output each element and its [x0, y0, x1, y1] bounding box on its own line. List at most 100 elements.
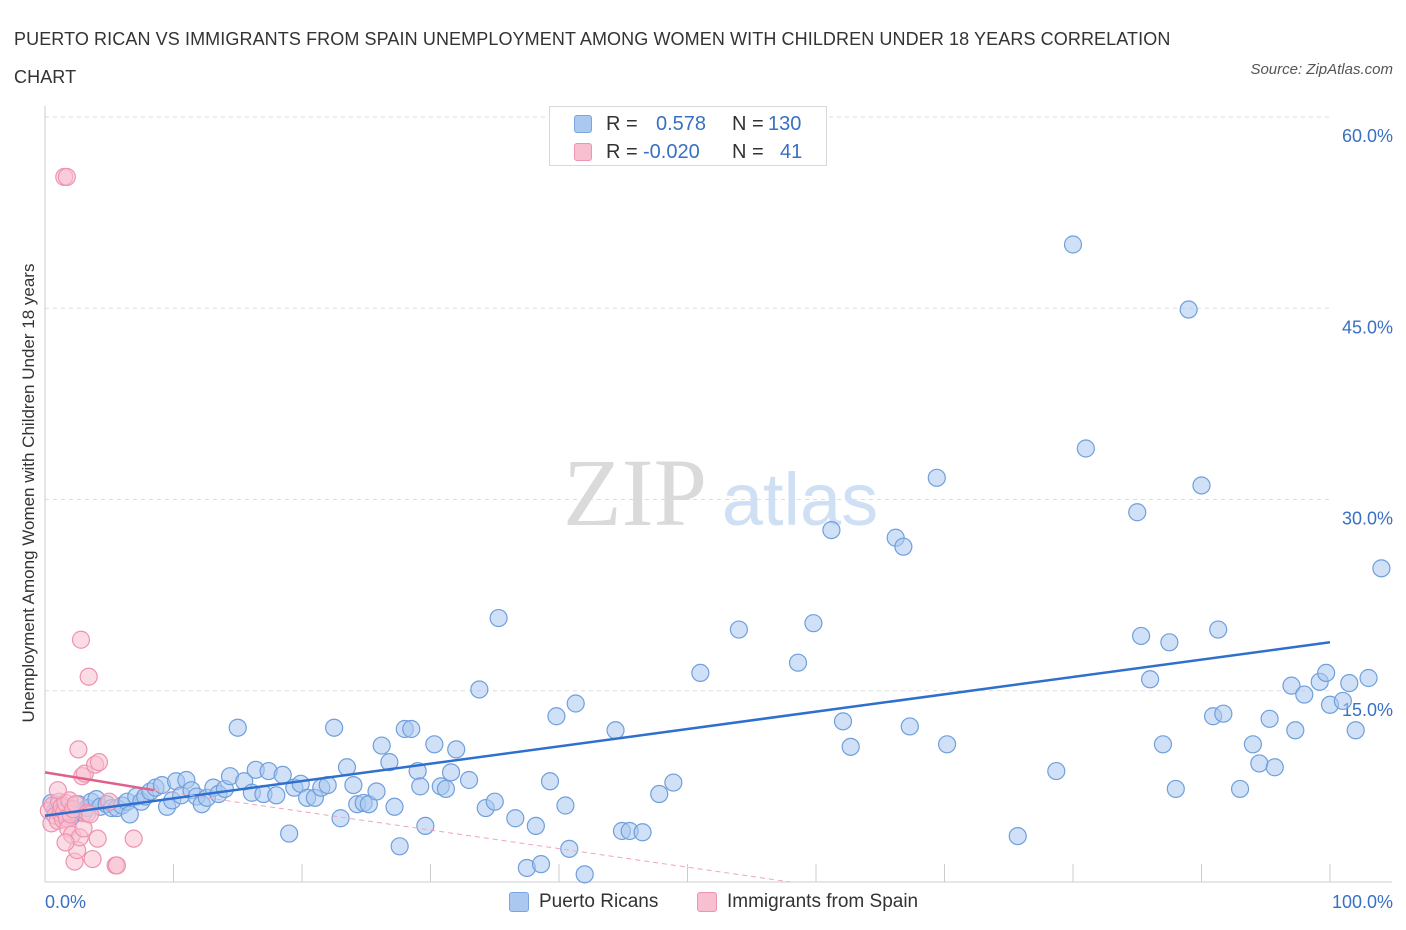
legend-label: Puerto Ricans — [539, 891, 659, 912]
point-immigrants-from-spain — [57, 167, 76, 187]
trend-line-immigrants-from-spain — [44, 771, 155, 792]
point-puerto-ricans — [1286, 721, 1305, 740]
legend-n-label: N = — [732, 141, 764, 163]
point-puerto-ricans — [1160, 633, 1179, 652]
point-puerto-ricans — [390, 837, 409, 856]
point-puerto-ricans — [447, 740, 466, 759]
grid-lines — [45, 116, 1330, 692]
point-puerto-ricans — [664, 773, 683, 792]
point-puerto-ricans — [1340, 673, 1359, 693]
legend-n-value: 41 — [780, 141, 803, 163]
point-puerto-ricans — [937, 735, 957, 754]
point-puerto-ricans — [1140, 670, 1160, 689]
point-puerto-ricans — [1317, 663, 1336, 683]
point-puerto-ricans — [575, 865, 594, 884]
point-puerto-ricans — [1265, 758, 1284, 777]
legend-r-value: -0.020 — [643, 141, 700, 163]
point-puerto-ricans — [1333, 691, 1352, 711]
point-puerto-ricans — [1008, 826, 1027, 846]
point-puerto-ricans — [280, 824, 299, 843]
point-puerto-ricans — [425, 735, 444, 754]
point-puerto-ricans — [120, 805, 139, 824]
point-puerto-ricans — [1250, 754, 1269, 773]
point-puerto-ricans — [485, 792, 504, 811]
watermark-atlas: atlas — [722, 458, 878, 541]
axes — [44, 106, 1392, 883]
point-puerto-ricans — [1132, 626, 1151, 646]
x-tick-label: 0.0% — [45, 892, 86, 912]
point-immigrants-from-spain — [83, 849, 102, 869]
y-axis-label: Unemployment Among Women with Children U… — [19, 264, 38, 723]
point-puerto-ricans — [788, 653, 808, 672]
point-puerto-ricans — [822, 520, 841, 540]
point-puerto-ricans — [531, 855, 551, 874]
point-puerto-ricans — [489, 608, 508, 628]
point-immigrants-from-spain — [69, 740, 88, 759]
point-puerto-ricans — [1372, 559, 1391, 578]
point-puerto-ricans — [1209, 620, 1228, 639]
point-immigrants-from-spain — [89, 753, 109, 772]
source-label: Source: ZipAtlas.com — [1250, 61, 1393, 78]
point-puerto-ricans — [556, 796, 575, 815]
point-puerto-ricans — [331, 809, 350, 828]
point-puerto-ricans — [380, 753, 399, 772]
point-puerto-ricans — [547, 707, 566, 726]
point-puerto-ricans — [325, 718, 344, 737]
point-puerto-ricans — [1346, 721, 1365, 740]
point-puerto-ricans — [566, 694, 585, 713]
trend-lines — [44, 641, 1331, 883]
point-immigrants-from-spain — [48, 781, 67, 800]
point-puerto-ricans — [1192, 476, 1211, 495]
point-puerto-ricans — [833, 712, 853, 731]
point-puerto-ricans — [526, 816, 545, 836]
point-puerto-ricans — [459, 770, 479, 790]
point-puerto-ricans — [540, 772, 560, 791]
point-puerto-ricans — [1243, 735, 1263, 754]
legend-n-value: 130 — [768, 113, 802, 135]
legend-label: Immigrants from Spain — [727, 891, 919, 912]
legend-swatch — [574, 143, 592, 161]
legend-n-label: N = — [732, 113, 764, 135]
point-puerto-ricans — [1128, 503, 1147, 522]
point-puerto-ricans — [1063, 235, 1083, 254]
trend-line-immigrants-from-spain-extension — [154, 789, 791, 883]
legend-r-value: 0.578 — [656, 113, 707, 135]
point-puerto-ricans — [1047, 761, 1066, 781]
point-puerto-ricans — [470, 680, 489, 699]
point-puerto-ricans — [729, 620, 749, 639]
point-immigrants-from-spain — [56, 833, 75, 852]
point-puerto-ricans — [344, 775, 363, 795]
y-tick-label: 30.0% — [1342, 509, 1393, 529]
point-puerto-ricans — [1166, 779, 1185, 799]
data-points — [39, 167, 1391, 884]
watermark-zip: ZIP — [563, 439, 707, 546]
point-puerto-ricans — [691, 663, 710, 683]
point-puerto-ricans — [927, 468, 946, 487]
point-puerto-ricans — [411, 777, 430, 796]
point-immigrants-from-spain — [71, 630, 91, 649]
point-immigrants-from-spain — [107, 856, 127, 875]
point-puerto-ricans — [894, 537, 913, 556]
legend-swatch — [509, 892, 529, 912]
point-puerto-ricans — [506, 809, 525, 828]
point-puerto-ricans — [606, 721, 625, 740]
point-puerto-ricans — [367, 782, 386, 801]
y-tick-label: 45.0% — [1342, 317, 1393, 337]
point-puerto-ricans — [1230, 779, 1250, 799]
point-puerto-ricans — [1076, 439, 1095, 458]
point-puerto-ricans — [633, 823, 652, 842]
point-immigrants-from-spain — [124, 829, 143, 848]
point-puerto-ricans — [267, 786, 286, 805]
point-puerto-ricans — [436, 779, 456, 799]
legend-r-label: R = — [606, 141, 638, 163]
point-puerto-ricans — [560, 839, 579, 858]
point-puerto-ricans — [1179, 300, 1198, 319]
point-puerto-ricans — [372, 736, 391, 755]
point-puerto-ricans — [228, 718, 247, 737]
legend-r-label: R = — [606, 113, 638, 135]
chart-title: PUERTO RICAN VS IMMIGRANTS FROM SPAIN UN… — [14, 29, 1171, 87]
trend-line-puerto-ricans — [44, 641, 1331, 817]
x-tick-label: 100.0% — [1332, 892, 1393, 912]
point-puerto-ricans — [1214, 704, 1233, 723]
